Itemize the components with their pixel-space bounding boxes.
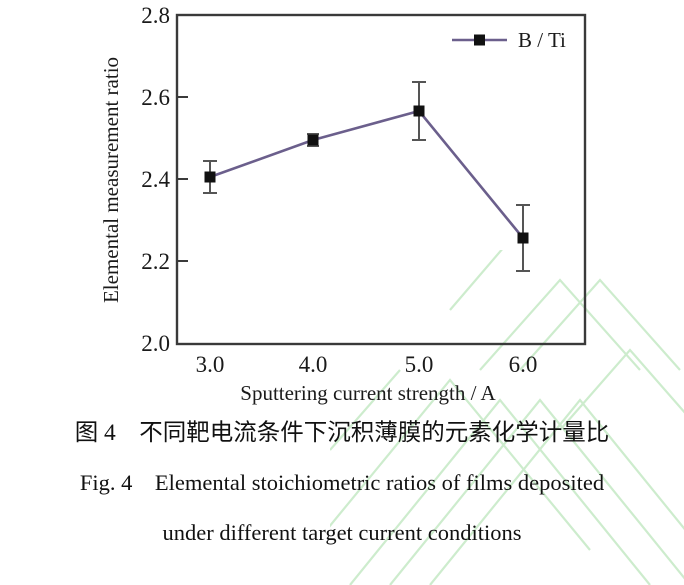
plot-frame	[175, 13, 587, 346]
y-tick-label-2-4: 2.4	[141, 167, 170, 192]
x-tick-label-6-0: 6.0	[509, 352, 538, 377]
series-line-b-ti	[209, 109, 525, 239]
legend-label-b-ti: B / Ti	[518, 28, 566, 52]
legend-marker-square	[474, 34, 485, 46]
error-bars	[203, 81, 530, 272]
caption-line-chinese: 图 4 不同靶电流条件下沉积薄膜的元素化学计量比	[74, 420, 610, 446]
figure-caption: 图 4 不同靶电流条件下沉积薄膜的元素化学计量比 Fig. 4 Elementa…	[0, 408, 684, 558]
x-tick-label-3-0: 3.0	[196, 352, 225, 377]
figure-container: Elemental measurement ratio 2.8 2.6 2.4 …	[99, 3, 587, 405]
x-tick-label-5-0: 5.0	[405, 352, 434, 377]
y-tick-label-2-6: 2.6	[141, 85, 170, 110]
x-axis-title: Sputtering current strength / A	[240, 381, 496, 405]
y-axis-title: Elemental measurement ratio	[99, 57, 123, 303]
caption-line-english-2: under different target current condition…	[162, 520, 522, 545]
x-tick-label-4-0: 4.0	[299, 352, 328, 377]
series-markers-b-ti	[204, 105, 529, 244]
caption-line-english-1: Fig. 4 Elemental stoichiometric ratios o…	[79, 470, 605, 495]
data-point-5-0	[413, 105, 425, 117]
data-point-6-0	[517, 232, 529, 244]
data-point-3-0	[204, 171, 216, 183]
y-tick-label-2-8: 2.8	[141, 3, 170, 28]
y-tick-marks	[177, 96, 188, 262]
line-chart: Elemental measurement ratio 2.8 2.6 2.4 …	[99, 3, 587, 405]
y-tick-label-2-2: 2.2	[141, 249, 170, 274]
data-point-4-0	[307, 134, 319, 146]
y-tick-label-2-0: 2.0	[141, 331, 170, 356]
legend: B / Ti	[452, 28, 566, 52]
